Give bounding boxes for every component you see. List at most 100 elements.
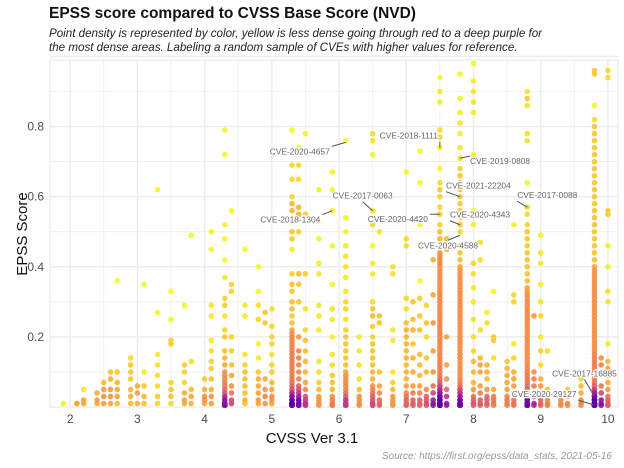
- data-point: [316, 302, 322, 309]
- data-point: [168, 341, 174, 347]
- data-point: [269, 362, 275, 368]
- x-tick-label: 5: [268, 412, 275, 426]
- annotation-leader-line: [445, 191, 461, 198]
- data-point: [269, 379, 275, 386]
- data-point: [168, 379, 174, 386]
- data-point: [242, 376, 248, 382]
- data-point: [289, 281, 295, 288]
- data-point: [484, 309, 490, 316]
- data-point: [591, 186, 598, 193]
- data-point: [470, 99, 477, 105]
- data-point: [410, 341, 416, 347]
- data-point: [369, 355, 376, 361]
- data-point: [416, 313, 423, 319]
- data-point: [591, 151, 598, 158]
- data-point: [369, 334, 376, 340]
- data-point: [316, 235, 322, 242]
- data-point: [457, 400, 463, 407]
- data-point: [181, 369, 188, 375]
- data-point: [289, 299, 295, 305]
- data-point: [302, 306, 309, 312]
- data-point: [329, 362, 336, 368]
- data-point: [591, 400, 598, 407]
- data-point: [457, 285, 463, 291]
- data-point: [598, 390, 604, 396]
- data-point: [605, 288, 611, 295]
- data-point: [289, 193, 295, 200]
- data-point: [228, 348, 235, 354]
- data-point: [403, 369, 410, 375]
- x-tick-label: 4: [201, 412, 208, 426]
- data-point: [390, 263, 396, 270]
- data-point: [107, 400, 114, 407]
- data-point: [437, 228, 443, 235]
- annotation-leader-line: [447, 234, 461, 241]
- data-point: [289, 200, 295, 207]
- data-point: [457, 193, 463, 200]
- grid: [49, 55, 619, 408]
- data-point: [457, 95, 463, 102]
- data-point: [598, 355, 604, 361]
- data-point: [457, 221, 463, 228]
- data-point: [403, 320, 410, 326]
- data-point: [457, 172, 463, 179]
- data-point: [255, 376, 262, 382]
- annotation-label: CVE-2020-4588: [418, 240, 478, 250]
- data-point: [484, 362, 490, 368]
- data-point: [107, 393, 114, 400]
- data-point: [410, 397, 416, 403]
- data-point: [524, 313, 531, 319]
- data-point: [531, 376, 537, 382]
- data-point: [457, 228, 463, 235]
- data-point: [605, 379, 611, 386]
- data-point: [537, 390, 544, 396]
- data-point: [221, 295, 228, 302]
- data-point: [376, 313, 383, 319]
- annotation-leader-line: [331, 141, 346, 147]
- data-point: [390, 327, 396, 333]
- data-point: [524, 179, 531, 186]
- data-point: [242, 313, 248, 319]
- data-point: [295, 362, 302, 368]
- data-point: [437, 221, 443, 228]
- data-point: [208, 400, 215, 407]
- data-point: [403, 295, 410, 302]
- data-point: [127, 376, 134, 382]
- data-point: [295, 355, 302, 361]
- data-point: [242, 383, 248, 389]
- data-point: [262, 386, 268, 393]
- data-point: [181, 302, 188, 309]
- data-point: [591, 221, 598, 228]
- data-point: [208, 393, 215, 400]
- data-point: [127, 355, 134, 361]
- data-point: [342, 242, 349, 249]
- data-point: [591, 130, 598, 137]
- data-point: [221, 334, 228, 340]
- x-tick-label: 6: [336, 412, 343, 426]
- data-point: [201, 386, 208, 393]
- data-point: [564, 393, 571, 400]
- data-point: [578, 376, 584, 382]
- data-point: [228, 390, 235, 396]
- data-point: [289, 313, 295, 319]
- data-point: [511, 390, 517, 396]
- data-point: [470, 348, 477, 354]
- data-point: [369, 348, 376, 354]
- data-point: [591, 123, 598, 130]
- data-point: [302, 348, 309, 354]
- data-point: [342, 341, 349, 347]
- data-point: [484, 397, 490, 403]
- data-point: [416, 362, 423, 368]
- data-point: [605, 263, 611, 270]
- x-tick-label: 8: [470, 412, 477, 426]
- data-point: [289, 400, 295, 407]
- data-point: [242, 351, 248, 358]
- data-point: [342, 299, 349, 305]
- data-point: [127, 393, 134, 400]
- data-point: [591, 158, 598, 165]
- data-point: [262, 400, 268, 407]
- data-point: [457, 256, 463, 263]
- annotation-label: CVE-2020-29127: [512, 389, 577, 399]
- data-point: [302, 369, 309, 375]
